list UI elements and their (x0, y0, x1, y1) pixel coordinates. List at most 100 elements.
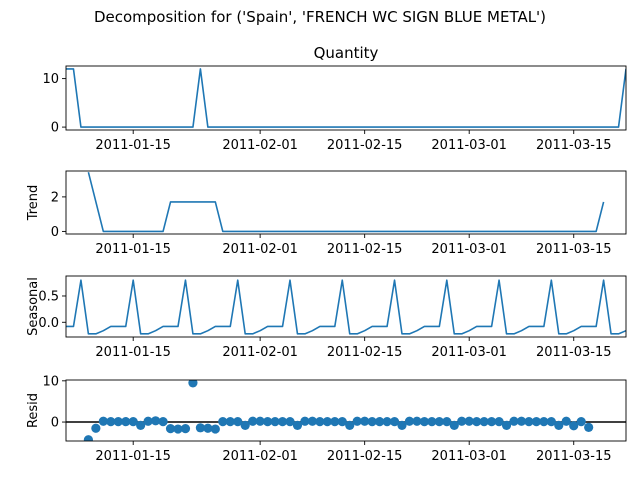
resid-point (345, 420, 355, 430)
resid-point (240, 420, 250, 430)
resid-point (300, 416, 310, 426)
series-line (66, 279, 626, 335)
resid-point (539, 417, 549, 427)
resid-point (554, 420, 564, 430)
resid-point (501, 420, 512, 430)
resid-point (375, 417, 385, 427)
x-tick-label: 2011-03-15 (536, 138, 612, 153)
resid-point (225, 417, 235, 427)
resid-point (203, 423, 213, 433)
resid-point (546, 417, 556, 427)
x-tick-label: 2011-01-15 (95, 138, 171, 153)
x-tick-label: 2011-03-15 (536, 345, 612, 360)
resid-point (584, 422, 594, 432)
resid-point (106, 417, 116, 427)
x-tick-label: 2011-03-01 (431, 138, 507, 153)
figure-title: Decomposition for ('Spain', 'FRENCH WC S… (94, 8, 546, 26)
y-tick-label: 0 (51, 225, 59, 240)
resid-point (472, 417, 482, 427)
resid-point (83, 435, 93, 441)
resid-point (98, 416, 108, 426)
x-tick-label: 2011-03-15 (536, 242, 612, 257)
x-tick-label: 2011-02-01 (222, 138, 298, 153)
x-tick-label: 2011-02-15 (327, 138, 403, 153)
y-axis-label: Trend (26, 185, 41, 222)
resid-point (516, 416, 527, 426)
x-tick-label: 2011-02-01 (222, 449, 298, 464)
resid-point (277, 417, 288, 427)
y-tick-label: 0 (51, 121, 59, 136)
resid-point (263, 417, 273, 427)
resid-point (330, 417, 340, 427)
panel-4: Resid 0 10 2011-01-15 2011-02-01 2011-02-15 20… (26, 374, 627, 464)
resid-point (487, 417, 497, 427)
axes-frame (65, 65, 627, 131)
x-tick-label: 2011-02-01 (222, 345, 298, 360)
resid-point (121, 417, 131, 427)
resid-point (397, 420, 407, 430)
resid-point (494, 417, 504, 427)
resid-point (479, 417, 489, 427)
resid-point (352, 416, 362, 426)
axes-frame (65, 275, 627, 338)
x-tick-label: 2011-02-01 (222, 242, 298, 257)
x-tick-label: 2011-02-15 (327, 242, 403, 257)
panel-1: Quantity 0 10 2011-01-15 2011-02-01 2011-02-1… (42, 44, 627, 153)
resid-point (315, 417, 325, 427)
resid-point (382, 417, 392, 427)
x-tick-label: 2011-01-15 (95, 242, 171, 257)
resid-point (128, 417, 138, 427)
resid-point (292, 420, 303, 430)
resid-point (195, 423, 205, 433)
y-tick-label: 0.0 (38, 316, 59, 331)
y-tick-label: 2 (51, 190, 59, 205)
resid-point (233, 417, 243, 427)
resid-point (464, 416, 474, 426)
series-line (87, 172, 605, 233)
resid-point (434, 417, 444, 427)
resid-point (360, 416, 370, 426)
plot-area (87, 172, 605, 233)
resid-point (255, 416, 265, 426)
resid-point (180, 424, 191, 434)
y-tick-label: 10 (42, 72, 59, 87)
x-tick-label: 2011-01-15 (95, 345, 171, 360)
panel-2: Trend 0 2 2011-01-15 2011-02-01 2011-02-15 201… (26, 170, 627, 257)
y-tick-label: 0.5 (38, 289, 59, 304)
plot-area (83, 380, 594, 441)
x-tick-label: 2011-03-01 (431, 345, 507, 360)
y-tick-label: 10 (42, 374, 59, 389)
resid-point (173, 424, 183, 434)
resid-point (165, 424, 176, 434)
resid-point (218, 417, 228, 427)
plot-area (66, 68, 626, 128)
y-tick-label: 0 (51, 416, 59, 431)
resid-point (91, 423, 101, 433)
resid-point (136, 420, 146, 430)
resid-point (576, 417, 586, 427)
series-line (66, 68, 626, 128)
axes-frame (65, 170, 627, 235)
x-tick-label: 2011-03-01 (431, 242, 507, 257)
resid-point (442, 417, 452, 427)
y-axis-label: Seasonal (26, 277, 41, 336)
resid-point (158, 417, 168, 427)
x-tick-label: 2011-01-15 (95, 449, 171, 464)
resid-point (449, 420, 459, 430)
resid-point (307, 416, 317, 426)
x-tick-label: 2011-03-01 (431, 449, 507, 464)
resid-point (404, 416, 415, 426)
x-tick-label: 2011-03-15 (536, 449, 612, 464)
resid-point (569, 421, 579, 431)
resid-point (285, 417, 295, 427)
resid-point (210, 424, 220, 434)
panel-title: Quantity (314, 44, 379, 62)
plot-area (66, 279, 626, 335)
resid-point (248, 416, 258, 426)
resid-point (524, 417, 534, 427)
resid-point (412, 416, 422, 426)
resid-point (322, 417, 332, 427)
resid-point (113, 417, 123, 427)
